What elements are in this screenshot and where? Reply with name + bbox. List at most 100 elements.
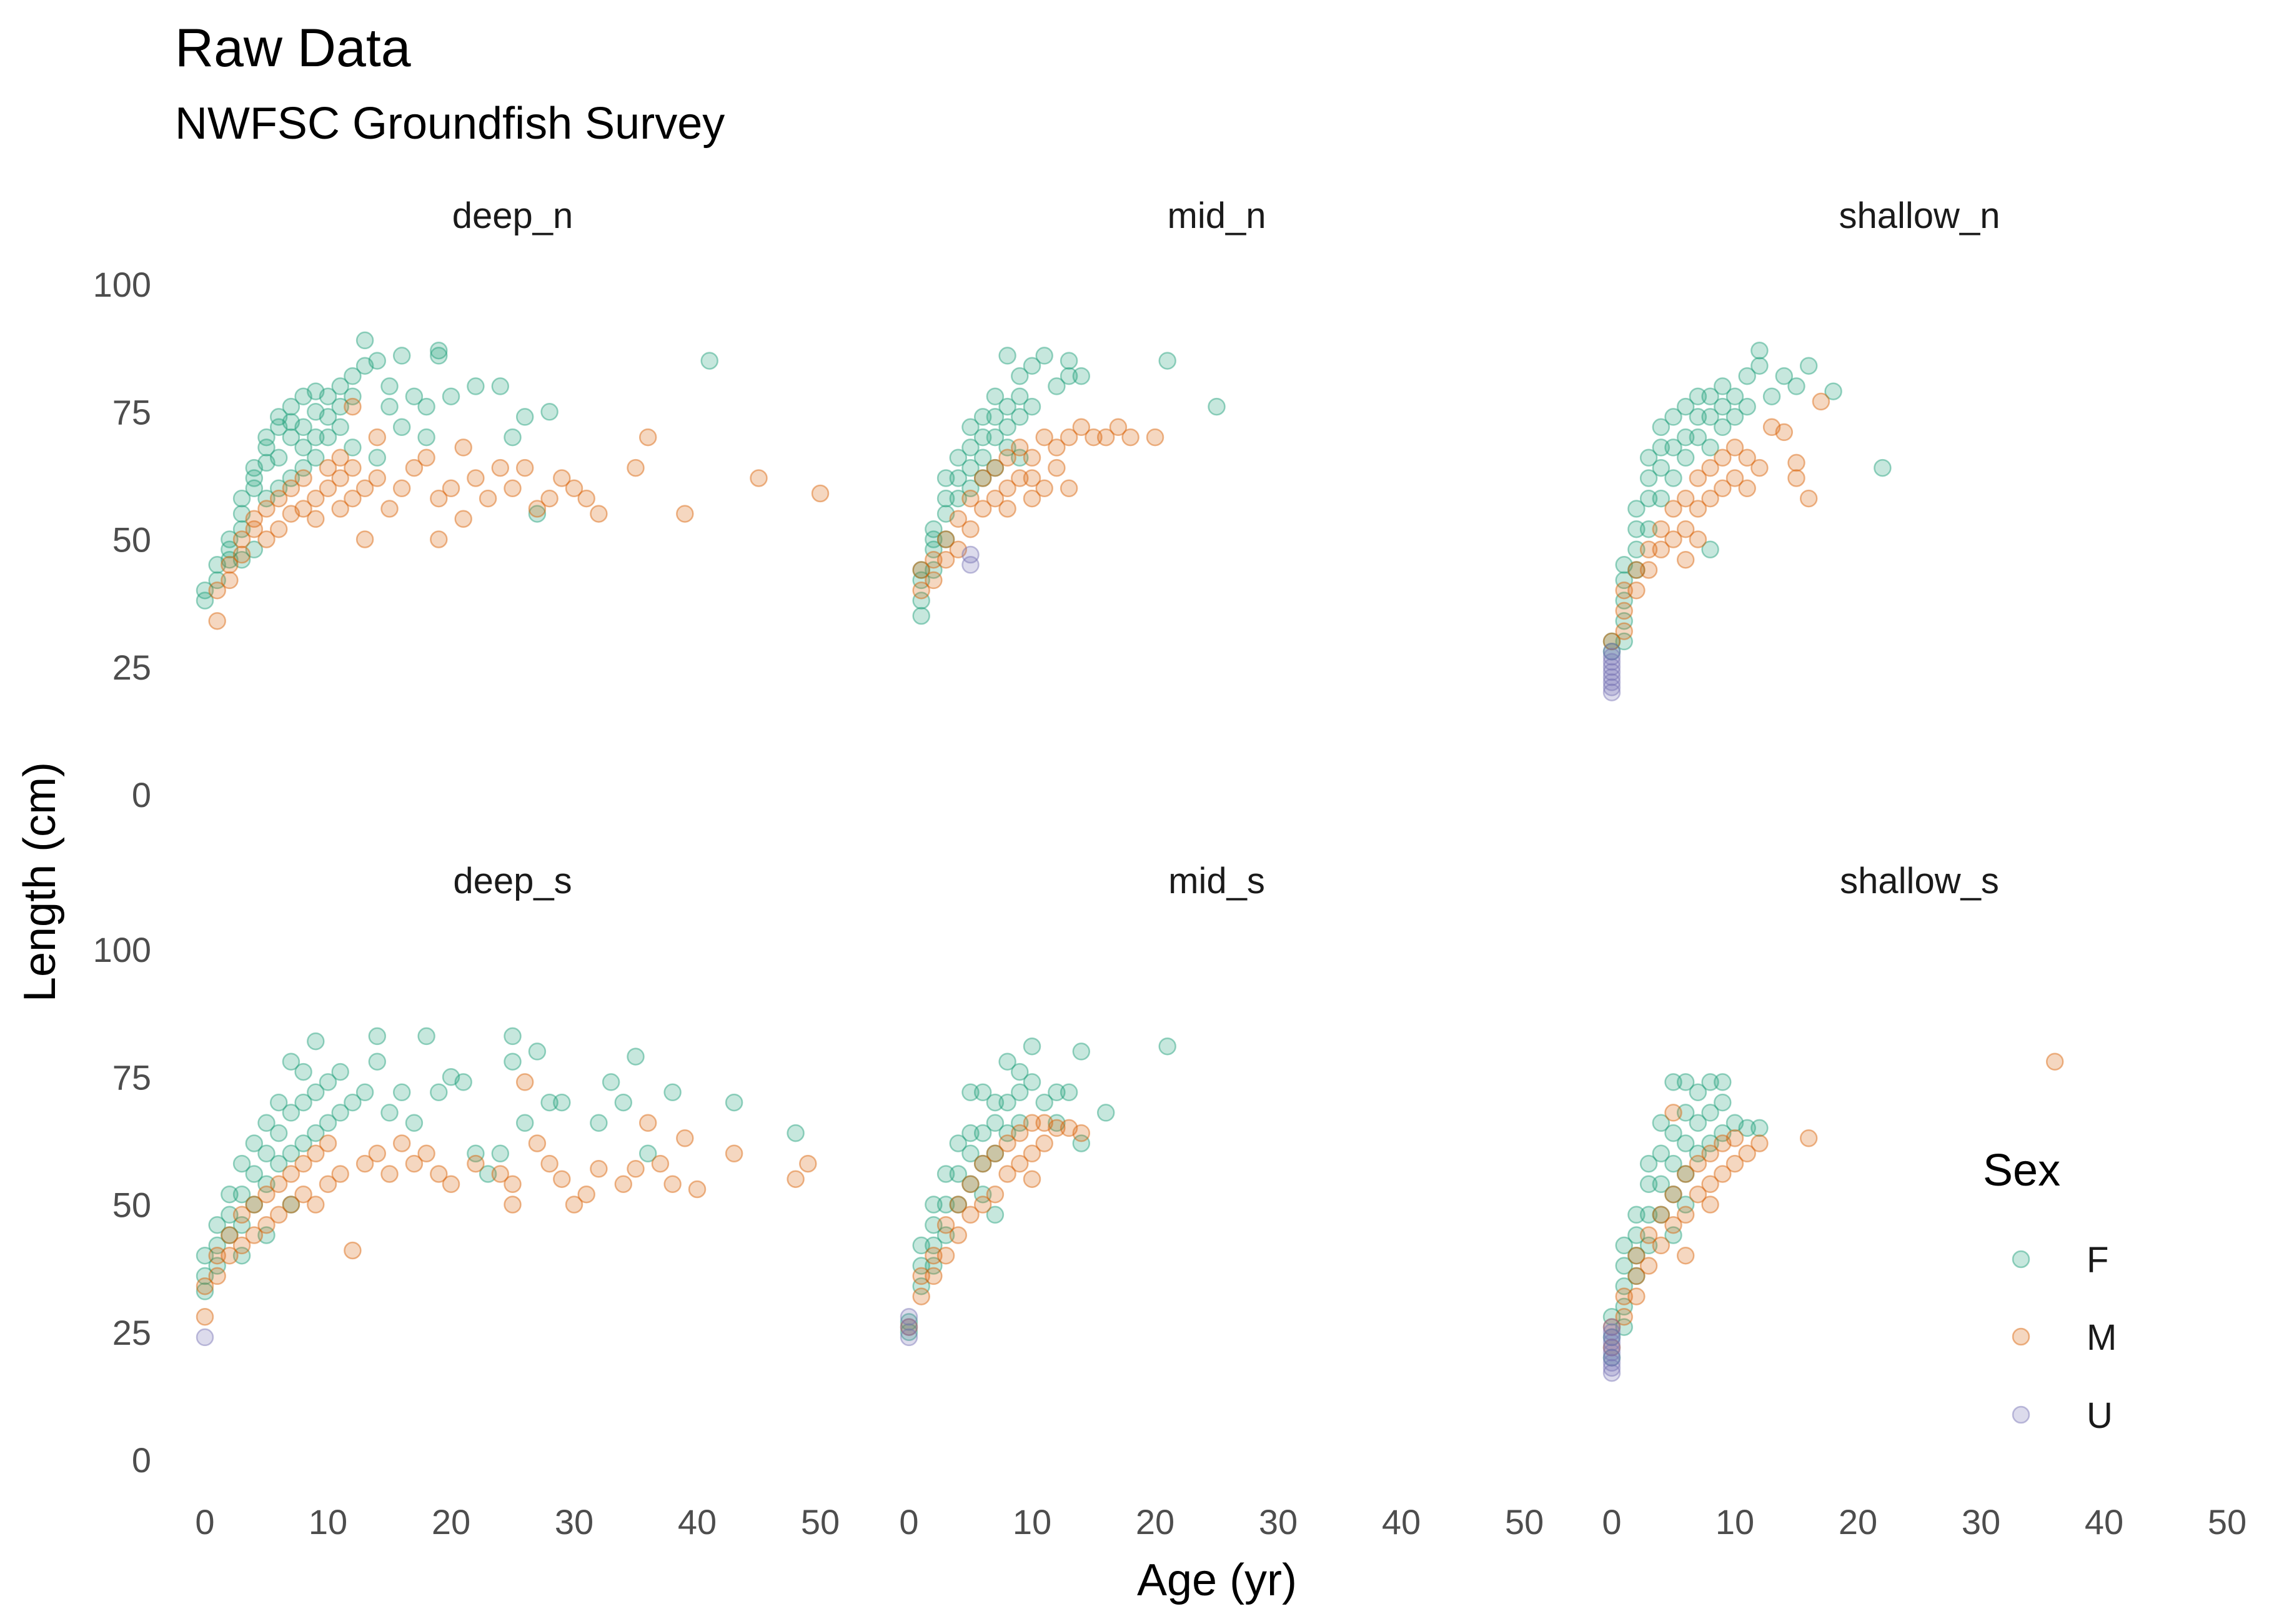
data-point-M bbox=[1035, 1134, 1053, 1152]
data-point-F bbox=[986, 1093, 1005, 1112]
data-point-M bbox=[1615, 581, 1633, 600]
data-point-F bbox=[1714, 418, 1732, 437]
data-point-F bbox=[282, 469, 300, 487]
data-point-M bbox=[245, 1226, 264, 1244]
data-point-M bbox=[208, 581, 226, 600]
data-point-F bbox=[282, 1144, 300, 1163]
data-point-M bbox=[1676, 1206, 1695, 1224]
data-point-F bbox=[936, 1226, 955, 1244]
data-point-M bbox=[294, 500, 312, 518]
data-point-U bbox=[1602, 658, 1621, 676]
data-point-F bbox=[973, 1083, 992, 1102]
data-point-M bbox=[294, 1185, 312, 1204]
data-point-M bbox=[232, 1206, 251, 1224]
data-point-F bbox=[1011, 448, 1029, 467]
data-point-M bbox=[627, 1160, 645, 1178]
data-point-F bbox=[196, 1246, 214, 1265]
data-point-F bbox=[1652, 1206, 1671, 1224]
data-point-U bbox=[961, 556, 980, 574]
data-point-F bbox=[257, 428, 276, 447]
data-point-M bbox=[1689, 469, 1707, 487]
data-point-F bbox=[1615, 556, 1633, 574]
data-point-F bbox=[282, 428, 300, 447]
y-tick-label: 0 bbox=[132, 775, 151, 814]
data-point-F bbox=[294, 1093, 312, 1112]
data-point-M bbox=[504, 479, 522, 498]
data-point-F bbox=[430, 347, 448, 365]
data-point-F bbox=[1664, 1154, 1682, 1173]
data-point-F bbox=[515, 1114, 534, 1132]
data-point-M bbox=[1762, 418, 1781, 437]
data-point-F bbox=[925, 561, 943, 579]
data-point-M bbox=[1146, 428, 1164, 447]
data-point-F bbox=[961, 458, 980, 477]
data-point-M bbox=[1652, 540, 1671, 559]
data-point-M bbox=[504, 1196, 522, 1214]
data-point-M bbox=[405, 1154, 424, 1173]
data-point-M bbox=[232, 1236, 251, 1255]
data-point-M bbox=[1664, 530, 1682, 548]
data-point-M bbox=[294, 1154, 312, 1173]
data-point-M bbox=[1639, 1257, 1658, 1275]
data-point-M bbox=[1701, 489, 1719, 508]
data-point-F bbox=[638, 1144, 657, 1163]
data-point-F bbox=[504, 1027, 522, 1046]
data-point-M bbox=[961, 1175, 980, 1194]
data-point-F bbox=[1652, 458, 1671, 477]
facet-panel-shallow_s: shallow_s bbox=[1602, 861, 2064, 1382]
data-point-M bbox=[504, 1175, 522, 1194]
data-point-M bbox=[1011, 1154, 1029, 1173]
data-point-F bbox=[319, 408, 337, 426]
data-point-M bbox=[380, 500, 399, 518]
data-point-F bbox=[344, 1093, 362, 1112]
data-point-M bbox=[344, 458, 362, 477]
data-point-F bbox=[936, 530, 955, 548]
facet-panel-mid_n: mid_n bbox=[912, 196, 1266, 625]
x-tick-label: 50 bbox=[801, 1502, 840, 1542]
data-point-F bbox=[949, 1165, 968, 1183]
data-point-M bbox=[515, 458, 534, 477]
data-point-F bbox=[949, 1196, 968, 1214]
data-point-F bbox=[1602, 1307, 1621, 1326]
facet-strip-label: deep_s bbox=[453, 861, 572, 901]
data-point-M bbox=[961, 489, 980, 508]
data-point-M bbox=[430, 530, 448, 548]
y-tick-label: 50 bbox=[112, 520, 151, 560]
data-point-F bbox=[245, 1196, 264, 1214]
data-point-F bbox=[1627, 500, 1646, 518]
data-point-F bbox=[1602, 642, 1621, 661]
data-point-U bbox=[1602, 678, 1621, 696]
data-point-F bbox=[1639, 1236, 1658, 1255]
x-tick-label: 30 bbox=[555, 1502, 593, 1542]
data-point-F bbox=[1011, 1062, 1029, 1081]
data-point-M bbox=[676, 505, 694, 523]
data-point-F bbox=[1627, 1267, 1646, 1285]
data-point-F bbox=[1072, 1042, 1091, 1061]
data-point-M bbox=[515, 1073, 534, 1091]
data-point-M bbox=[491, 458, 510, 477]
data-point-F bbox=[392, 347, 411, 365]
data-point-M bbox=[528, 500, 547, 518]
data-point-M bbox=[925, 1246, 943, 1265]
data-point-F bbox=[961, 1144, 980, 1163]
data-point-F bbox=[479, 1165, 497, 1183]
data-point-F bbox=[430, 341, 448, 360]
data-point-M bbox=[986, 1185, 1005, 1204]
data-point-M bbox=[787, 1170, 805, 1188]
data-point-F bbox=[1676, 1134, 1695, 1152]
data-point-F bbox=[925, 540, 943, 559]
data-point-F bbox=[973, 408, 992, 426]
data-point-F bbox=[1652, 1144, 1671, 1163]
data-point-F bbox=[1775, 367, 1794, 385]
data-point-F bbox=[1639, 1175, 1658, 1194]
data-point-U bbox=[900, 1318, 918, 1336]
data-point-F bbox=[1738, 1119, 1756, 1137]
facet-panel-deep_n: deep_n bbox=[196, 196, 830, 630]
data-point-F bbox=[627, 1047, 645, 1066]
x-tick-label: 10 bbox=[1013, 1502, 1051, 1542]
data-point-F bbox=[368, 1052, 387, 1071]
data-point-M bbox=[221, 1226, 239, 1244]
data-point-F bbox=[961, 1083, 980, 1102]
data-point-F bbox=[294, 458, 312, 477]
data-point-F bbox=[294, 438, 312, 457]
